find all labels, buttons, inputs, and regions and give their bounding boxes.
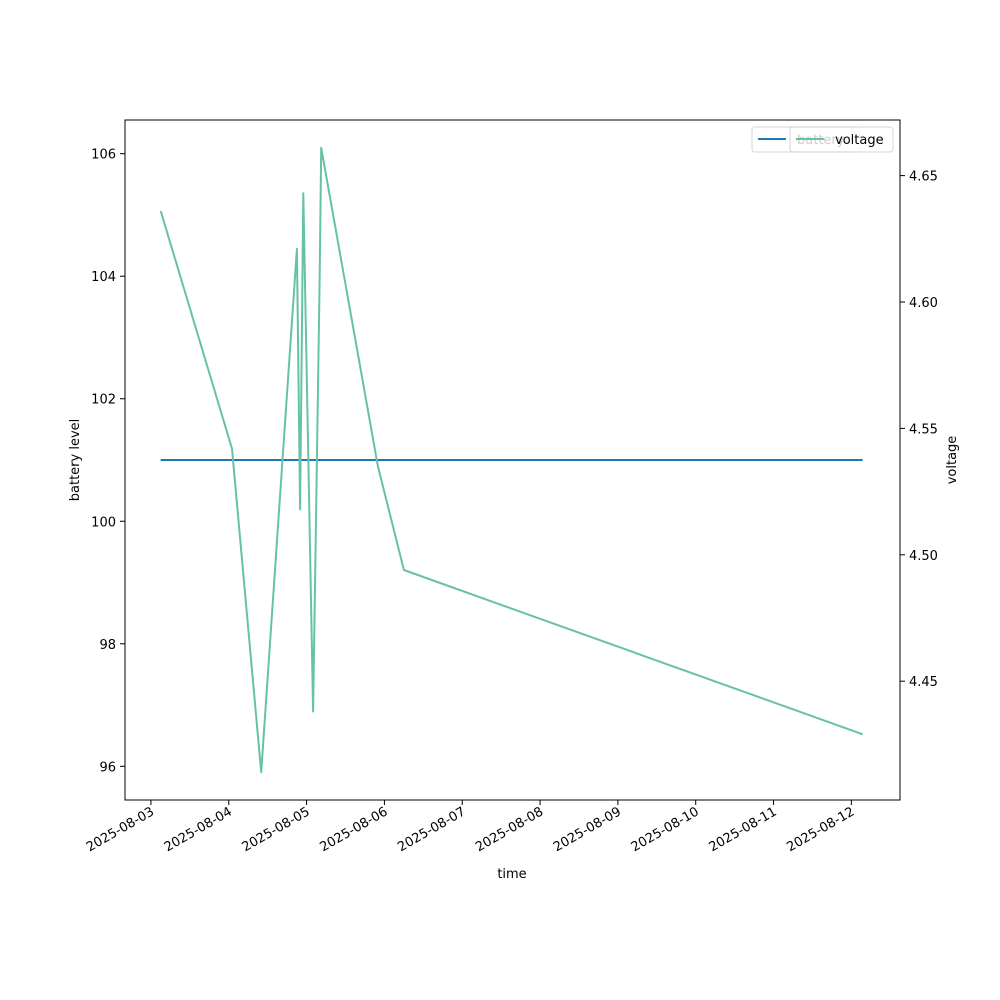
- right-y-tick-label: 4.50: [909, 549, 938, 564]
- voltage-series-line: [159, 146, 864, 774]
- left-y-tick-label: 106: [91, 148, 116, 163]
- left-y-tick-label: 104: [91, 270, 116, 285]
- left-y-tick-label: 96: [99, 760, 116, 775]
- left-y-axis-label: battery level: [68, 419, 83, 502]
- right-y-axis-label: voltage: [945, 436, 960, 485]
- left-y-axis-ticks: 96 98 100 102 104 106: [91, 148, 125, 775]
- x-axis-label: time: [497, 867, 526, 882]
- left-y-tick-label: 102: [91, 393, 116, 408]
- right-y-tick-label: 4.65: [909, 170, 938, 185]
- right-y-axis-ticks: 4.45 4.50 4.55 4.60 4.65: [900, 170, 938, 690]
- right-y-tick-label: 4.60: [909, 296, 938, 311]
- legend-voltage-label: voltage: [835, 133, 884, 148]
- plot-frame: [124, 119, 901, 801]
- series-layer: [159, 146, 864, 774]
- right-y-tick-label: 4.55: [909, 422, 938, 437]
- left-y-tick-label: 100: [91, 515, 116, 530]
- right-y-tick-label: 4.45: [909, 675, 938, 690]
- left-y-tick-label: 98: [99, 638, 116, 653]
- legend-voltage: voltage: [789, 126, 894, 153]
